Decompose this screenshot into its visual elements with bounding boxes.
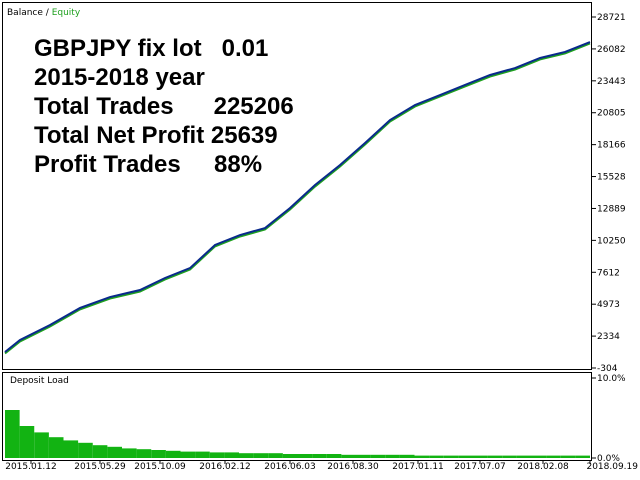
bar (63, 440, 79, 458)
x-tick-label: 2015.05.29 (74, 462, 126, 472)
bar (443, 455, 459, 458)
x-tick-label: 2018.09.19 (586, 462, 638, 472)
bar (239, 453, 254, 458)
x-tick-label: 2018.02.08 (517, 462, 569, 472)
bar (92, 445, 108, 458)
x-tick-label: 2015.01.12 (5, 462, 57, 472)
bar (399, 454, 415, 458)
bar (487, 455, 503, 458)
bar (224, 452, 239, 458)
y-tick-label: 10250 (597, 236, 626, 246)
series-line (4, 41, 591, 353)
bar (546, 455, 561, 458)
x-tick-label: 2015.10.09 (134, 462, 186, 472)
bar (5, 410, 20, 458)
x-tick-label: 2016.02.12 (199, 462, 251, 472)
y-tick-label: 7612 (597, 268, 620, 278)
bar (48, 437, 64, 458)
bar (560, 455, 576, 458)
x-tick-label: 2017.07.07 (454, 462, 506, 472)
y-tick-label: -304 (597, 364, 618, 374)
bar (385, 454, 400, 458)
y-tick-label: 23443 (597, 77, 626, 87)
bar (531, 455, 547, 458)
bar (136, 449, 152, 458)
bar (575, 455, 590, 458)
legend-entry: Equity (52, 8, 81, 18)
bar (253, 453, 269, 458)
bar (502, 455, 517, 458)
bar (370, 454, 386, 458)
legend: Balance / Equity (7, 8, 81, 18)
x-tick-label: 2017.01.11 (392, 462, 444, 472)
y-tick-label: 18166 (597, 141, 626, 151)
annotation: Total Trades 225206 (34, 93, 294, 120)
annotation: Profit Trades 88% (34, 151, 262, 178)
bar (209, 452, 225, 458)
bar (341, 454, 356, 458)
annotation: 2015-2018 year (34, 64, 205, 91)
y-tick-label: 15528 (597, 173, 626, 183)
bar (78, 442, 93, 458)
x-tick-label: 2016.08.30 (327, 462, 379, 472)
bar (282, 454, 298, 458)
annotation: Total Net Profit 25639 (34, 122, 278, 149)
bar (356, 454, 371, 458)
bar (180, 451, 196, 458)
bar (297, 454, 313, 458)
y-tick-label: 10.0% (597, 374, 626, 384)
annotation: GBPJPY fix lot 0.01 (34, 35, 268, 62)
bar (458, 455, 473, 458)
panel-title: Deposit Load (10, 376, 69, 386)
y-tick-label: 12889 (597, 204, 626, 214)
bar (122, 448, 137, 458)
bar (473, 455, 488, 458)
y-tick-label: 26082 (597, 45, 626, 55)
bar (165, 450, 181, 458)
x-tick-label: 2016.06.03 (264, 462, 316, 472)
legend-entry: Balance (7, 8, 43, 18)
y-tick-label: 2334 (597, 332, 620, 342)
bar (19, 426, 35, 458)
bar (414, 455, 430, 458)
bar (195, 451, 210, 458)
bar (151, 450, 166, 458)
bar (429, 455, 444, 458)
y-tick-label: 20805 (597, 109, 626, 119)
bar (312, 454, 327, 458)
bar (516, 455, 532, 458)
y-tick-label: 0.0% (597, 454, 620, 464)
legend-separator: / (46, 8, 50, 18)
bar (34, 432, 49, 458)
series-line (4, 42, 591, 355)
y-tick-label: 4973 (597, 300, 620, 310)
bar (107, 446, 122, 458)
bar (326, 454, 342, 458)
main-panel (2, 2, 592, 370)
bar (268, 453, 283, 458)
y-tick-label: 28721 (597, 13, 626, 23)
